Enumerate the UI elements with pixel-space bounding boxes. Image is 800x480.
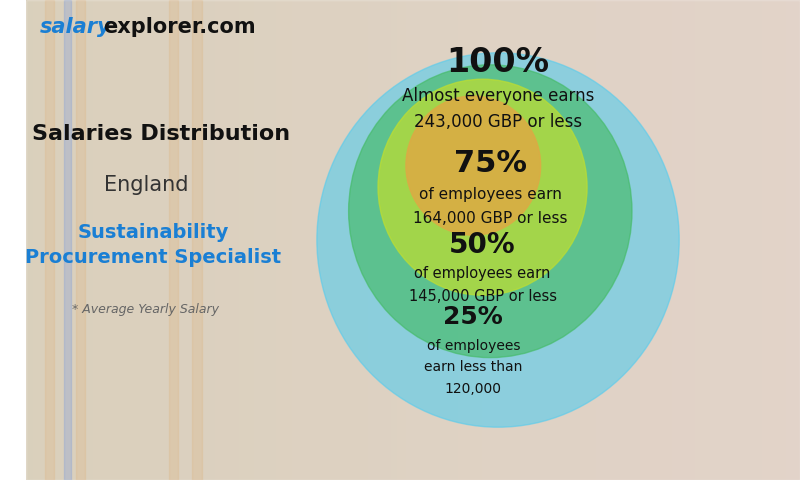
Text: Sustainability
Procurement Specialist: Sustainability Procurement Specialist [26,223,282,267]
Text: of employees: of employees [426,338,520,353]
Text: England: England [103,175,188,195]
Bar [169,0,178,480]
Ellipse shape [317,53,679,427]
Text: 120,000: 120,000 [445,382,502,396]
Text: 243,000 GBP or less: 243,000 GBP or less [414,113,582,132]
Text: salary: salary [40,17,111,37]
Text: * Average Yearly Salary: * Average Yearly Salary [72,303,219,316]
Text: explorer.com: explorer.com [103,17,256,37]
Text: of employees earn: of employees earn [414,266,550,281]
Ellipse shape [378,79,587,295]
Bar [45,0,54,480]
Text: Almost everyone earns: Almost everyone earns [402,87,594,105]
Bar [76,0,86,480]
Text: 75%: 75% [454,149,527,178]
Text: 100%: 100% [446,46,550,79]
Text: Salaries Distribution: Salaries Distribution [32,124,290,144]
Text: 145,000 GBP or less: 145,000 GBP or less [409,289,557,304]
Bar [192,0,202,480]
Ellipse shape [349,65,632,358]
Text: 50%: 50% [450,231,516,259]
Text: of employees earn: of employees earn [419,187,562,202]
Text: 25%: 25% [443,305,503,329]
Ellipse shape [406,96,541,235]
Bar [65,0,70,480]
Text: earn less than: earn less than [424,360,522,374]
Text: 164,000 GBP or less: 164,000 GBP or less [413,211,567,226]
